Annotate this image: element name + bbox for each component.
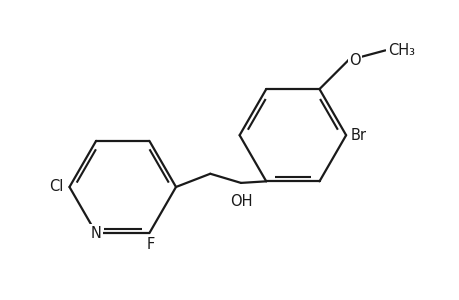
Text: O: O: [348, 53, 360, 68]
Text: Br: Br: [350, 128, 366, 143]
Text: F: F: [146, 237, 155, 252]
Text: N: N: [90, 226, 101, 241]
Text: OH: OH: [229, 194, 252, 209]
Text: Cl: Cl: [49, 179, 63, 194]
Text: CH₃: CH₃: [387, 43, 414, 58]
